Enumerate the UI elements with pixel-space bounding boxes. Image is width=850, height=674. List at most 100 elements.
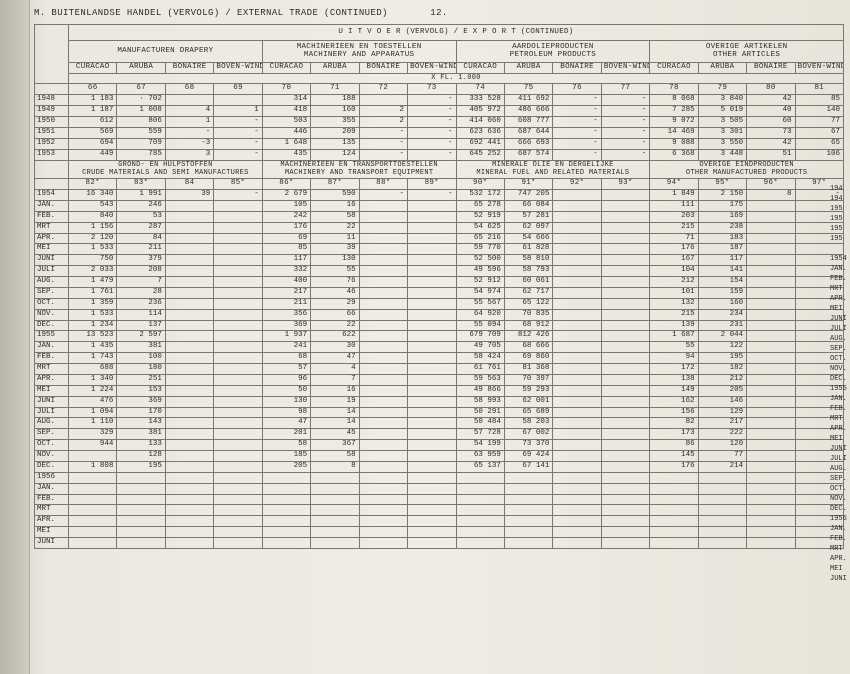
cell <box>117 527 165 538</box>
cell: -3 <box>165 139 213 150</box>
cell: 117 <box>698 255 746 266</box>
cell: 137 <box>117 320 165 331</box>
cell <box>408 298 456 309</box>
cell <box>214 472 262 483</box>
month-row: OCT.9441335836754 19973 37086120 <box>35 440 844 451</box>
cell: 1 <box>214 106 262 117</box>
cell <box>214 451 262 462</box>
cell <box>747 277 795 288</box>
cell <box>747 374 795 385</box>
cell <box>456 472 504 483</box>
cell: - <box>408 95 456 106</box>
cell <box>214 374 262 385</box>
colnum-75: 75 <box>504 84 552 95</box>
cell: 96 <box>262 374 310 385</box>
cell: 9 088 <box>650 139 698 150</box>
cell <box>359 320 407 331</box>
cell: 122 <box>698 342 746 353</box>
cell: 29 <box>311 298 359 309</box>
cell: 167 <box>650 255 698 266</box>
group-petroleum: AARDOLIEPRODUCTEN PETROLEUM PRODUCTS <box>456 41 650 63</box>
cell: 61 828 <box>504 244 552 255</box>
month-row: JAN.1 4353812413049 70568 66655122 <box>35 342 844 353</box>
cell <box>165 200 213 211</box>
cell <box>698 483 746 494</box>
cell <box>553 483 601 494</box>
years-body: 19481 183· 702314188-333 528411 692--8 0… <box>35 95 844 161</box>
cell <box>601 483 649 494</box>
subcol-bovenwinden: BOVEN-WINDEN <box>601 63 649 74</box>
period-label: JUNI <box>35 255 69 266</box>
cell <box>553 353 601 364</box>
cell: - <box>359 190 407 201</box>
cell: 77 <box>698 451 746 462</box>
cell: · 702 <box>117 95 165 106</box>
cell: 51 <box>747 150 795 161</box>
cell: 1 849 <box>650 190 698 201</box>
cell: 59 293 <box>504 385 552 396</box>
cell: 211 <box>262 298 310 309</box>
month-row: MRT <box>35 505 844 516</box>
month-row: JUNI75037911713052 50058 810167117 <box>35 255 844 266</box>
margin-label: 195 <box>830 215 850 225</box>
margin-label: AUG. <box>830 335 850 345</box>
cell: 55 567 <box>456 298 504 309</box>
margin-label: JULI <box>830 455 850 465</box>
cell <box>698 505 746 516</box>
subcol-bonaire: BONAIRE <box>553 63 601 74</box>
colnum-95*: 95* <box>698 179 746 190</box>
cell <box>359 200 407 211</box>
cell <box>553 374 601 385</box>
margin-label: FEB. <box>830 275 850 285</box>
period-label: JUNI <box>35 396 69 407</box>
cell: 7 <box>311 374 359 385</box>
colnum-blank <box>35 84 69 95</box>
cell <box>408 396 456 407</box>
margin-label: JAN. <box>830 265 850 275</box>
colnum-77: 77 <box>601 84 649 95</box>
export-table: U I T V O E R (VERVOLG) / E X P O R T (C… <box>34 24 844 549</box>
cell: 238 <box>698 222 746 233</box>
cell <box>408 407 456 418</box>
cell <box>359 95 407 106</box>
cell <box>553 211 601 222</box>
cell: 70 835 <box>504 309 552 320</box>
cell <box>601 331 649 342</box>
cell <box>698 527 746 538</box>
month-row: SEP.3293812014557 72867 002173222 <box>35 429 844 440</box>
cell: 68 912 <box>504 320 552 331</box>
cell <box>165 353 213 364</box>
cell <box>698 516 746 527</box>
cell <box>553 516 601 527</box>
cell: 356 <box>262 309 310 320</box>
cell <box>214 483 262 494</box>
cell <box>69 527 117 538</box>
cell: 236 <box>117 298 165 309</box>
margin-label: MEI <box>830 565 850 575</box>
cell <box>408 385 456 396</box>
cell <box>747 342 795 353</box>
margin-label: OCT. <box>830 485 850 495</box>
cell <box>601 451 649 462</box>
cell <box>165 277 213 288</box>
cell: 411 692 <box>504 95 552 106</box>
cell <box>262 527 310 538</box>
cell <box>408 461 456 472</box>
cell <box>553 472 601 483</box>
cell <box>359 255 407 266</box>
cell: 543 <box>69 200 117 211</box>
cell: 46 <box>311 287 359 298</box>
cell: 169 <box>698 211 746 222</box>
margin-label: APR. <box>830 425 850 435</box>
cell: 195 <box>117 461 165 472</box>
month-row: JAN.5432461051665 27866 084111175 <box>35 200 844 211</box>
cell: 22 <box>311 222 359 233</box>
cell <box>214 396 262 407</box>
period-label: OCT. <box>35 440 69 451</box>
cell <box>262 483 310 494</box>
index-header-blank <box>35 25 69 84</box>
cell <box>747 298 795 309</box>
cell <box>601 266 649 277</box>
cell: - <box>553 128 601 139</box>
cell: 141 <box>698 266 746 277</box>
